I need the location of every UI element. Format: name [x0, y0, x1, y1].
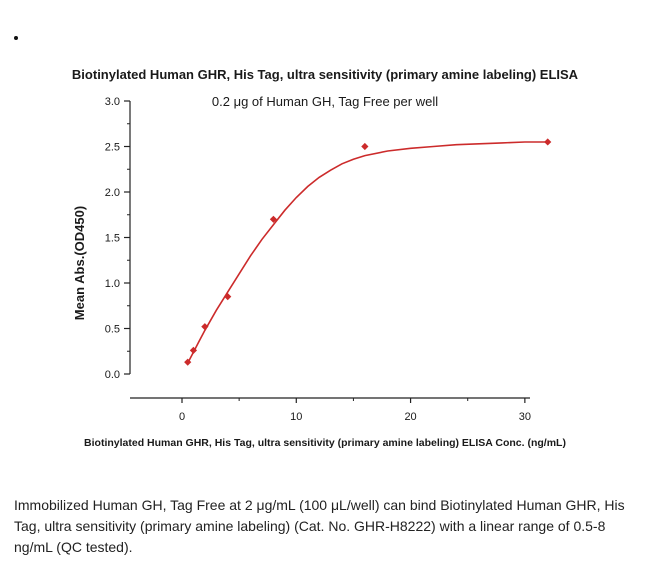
data-point-marker	[544, 138, 552, 146]
y-tick-label: 2.0	[105, 187, 120, 199]
y-tick-label: 2.5	[105, 142, 120, 154]
axes: 0.0 0.5 1.0 1.5 2.0 2.5 3.0 0 10 20 30	[105, 96, 531, 423]
data-point-marker	[189, 346, 198, 354]
fit-curve-group	[186, 141, 548, 364]
data-point-marker	[224, 293, 232, 301]
data-point-marker	[201, 323, 209, 331]
fit-curve	[186, 141, 548, 364]
x-tick-label: 0	[179, 411, 185, 423]
data-point-marker	[361, 142, 369, 151]
chart-title: Biotinylated Human GHR, His Tag, ultra s…	[71, 67, 579, 82]
y-tick-label: 0.5	[105, 324, 120, 336]
data-points	[184, 138, 552, 366]
y-axis-label: Mean Abs.(OD450)	[72, 206, 87, 320]
y-tick-label: 0.0	[105, 369, 120, 381]
x-tick-label: 30	[519, 411, 531, 423]
data-point-marker	[269, 215, 278, 223]
x-tick-label: 20	[404, 411, 416, 423]
chart-subtitle: 0.2 μg of Human GH, Tag Free per well	[212, 94, 438, 109]
x-axis-label: Biotinylated Human GHR, His Tag, ultra s…	[84, 437, 566, 449]
bullet-dot	[14, 36, 18, 40]
y-tick-label: 1.0	[105, 278, 120, 290]
y-tick-label: 3.0	[105, 96, 120, 108]
figure-caption: Immobilized Human GH, Tag Free at 2 μg/m…	[14, 497, 625, 555]
data-point-marker	[184, 358, 192, 366]
x-tick-label: 10	[290, 411, 302, 423]
elisa-chart: 0.0 0.5 1.0 1.5 2.0 2.5 3.0 0 10 20 30 0.2 μg of H…	[72, 94, 566, 449]
y-tick-label: 1.5	[105, 233, 120, 245]
